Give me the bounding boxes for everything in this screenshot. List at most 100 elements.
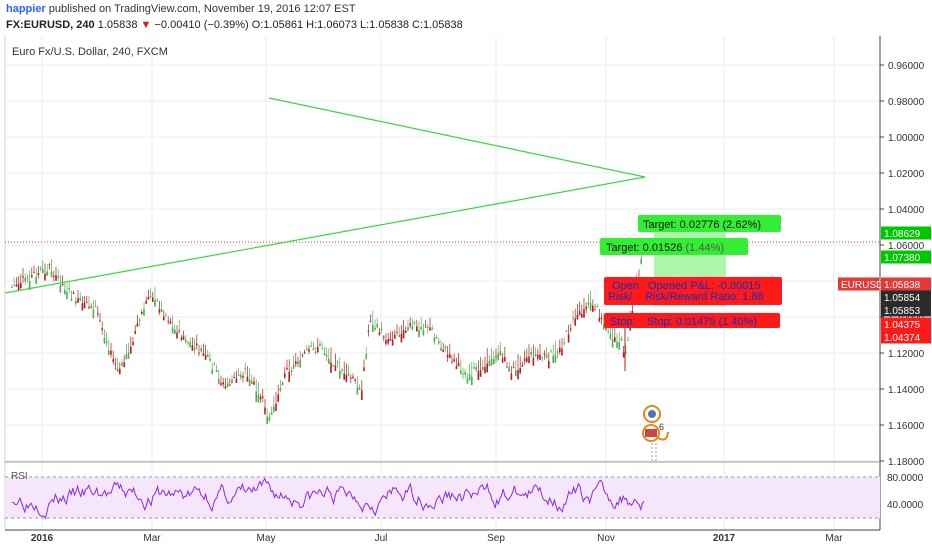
candle-body	[420, 327, 422, 330]
candle-body	[627, 339, 629, 341]
rsi-tick-80: 80.0000	[887, 473, 924, 484]
price-label: 1.08629	[884, 229, 921, 240]
candle-body	[237, 374, 240, 377]
candle-body	[299, 359, 301, 368]
candle-body	[389, 339, 392, 341]
x-tick-label: Jul	[375, 533, 388, 544]
candle-body	[325, 354, 328, 357]
candle-body	[416, 326, 418, 332]
target-label-2-pct: (1.44%)	[686, 242, 725, 254]
candle-body	[473, 367, 475, 369]
x-tick-label: Mar	[143, 533, 161, 544]
candle-body	[554, 354, 557, 363]
candle-body	[180, 337, 183, 340]
candle-body	[83, 302, 86, 309]
candle-body	[462, 373, 464, 375]
candle-body	[339, 370, 341, 379]
price-label-box	[881, 303, 931, 317]
publish-info: happier published on TradingView.com, No…	[6, 3, 356, 15]
candle-body	[442, 349, 444, 353]
candle-body	[330, 362, 332, 373]
stop-label-ghost: Stop:	[610, 316, 636, 328]
candle-body	[22, 276, 24, 278]
price-chart[interactable]: Euro Fx/U.S. Dollar, 240, FXCM Target: 0…	[0, 36, 932, 550]
y-tick-label: 0.96000	[888, 61, 925, 72]
candle-body	[440, 347, 442, 351]
y-tick-label: 1.16000	[888, 421, 925, 432]
triangle-upper-trendline[interactable]	[268, 97, 646, 178]
candle-body	[609, 333, 612, 340]
position-tool[interactable]: Target: 0.02776 (2.62%) Target: 0.01526 …	[600, 215, 782, 328]
candle-body	[519, 367, 521, 374]
x-tick-label: Mar	[825, 533, 843, 544]
candle-body	[75, 300, 77, 304]
candle-body	[422, 329, 425, 336]
candle-body	[141, 311, 143, 314]
candle-body	[28, 281, 31, 290]
target-label-2: Target: 0.01526 (1.44%)	[606, 242, 724, 254]
candle-body	[185, 339, 187, 343]
candle-body	[438, 341, 440, 344]
open-value: O:1.05861	[251, 19, 304, 31]
triangle-lower-trendline[interactable]	[4, 176, 646, 294]
candle-body	[15, 284, 18, 287]
candle-body	[352, 376, 354, 379]
candle-body	[125, 354, 128, 360]
time-axis-ticks: 2016 Mar May Jul Sep Nov 2017 Mar	[31, 533, 843, 544]
candle-body	[97, 313, 99, 315]
candle-body	[220, 383, 222, 386]
candle-body	[57, 276, 59, 279]
candle-body	[317, 346, 319, 353]
target-label-1-box	[638, 215, 781, 232]
rsi-band	[5, 477, 880, 518]
candle-body	[176, 332, 178, 339]
candle-body	[182, 336, 185, 340]
candle-body	[163, 316, 165, 321]
candle-body	[295, 361, 297, 365]
candle-body	[292, 364, 295, 369]
candle-body	[17, 284, 20, 291]
candle-body	[72, 292, 75, 294]
candle-body	[400, 333, 403, 343]
rsi-pane: RSI 80.0000 40.0000	[5, 471, 924, 520]
y-tick-label: 1.02000	[888, 169, 925, 180]
candle-body	[33, 272, 35, 274]
candle-body	[570, 328, 572, 330]
event-count-badge: 6	[659, 422, 664, 432]
candle-body	[528, 356, 530, 364]
candle-body	[640, 258, 642, 264]
event-markers[interactable]: 6	[642, 405, 669, 462]
candle-body	[534, 354, 537, 356]
candle-body	[545, 354, 548, 359]
candle-body	[42, 268, 44, 273]
symbol-label: FX:EURUSD, 240	[6, 19, 95, 31]
candle-body	[521, 365, 524, 367]
candle-body	[622, 352, 625, 358]
candle-body	[380, 328, 383, 331]
candle-body	[607, 331, 609, 333]
candle-body	[165, 315, 167, 317]
candle-body	[152, 297, 154, 302]
candle-body	[273, 406, 275, 413]
y-tick-label: 1.18000	[888, 457, 925, 468]
candle-body	[68, 288, 70, 290]
candle-body	[187, 342, 189, 344]
price-label: 1.07380	[884, 253, 921, 264]
candle-body	[306, 348, 308, 350]
publisher-username[interactable]: happier	[6, 3, 46, 15]
candle-body	[101, 328, 103, 330]
flag-icon	[645, 429, 657, 437]
candle-body	[209, 358, 211, 361]
candle-body	[541, 357, 543, 359]
candle-body	[455, 366, 458, 370]
target-label-1: Target: 0.02776 (2.62%)	[643, 219, 761, 231]
candle-body	[413, 322, 416, 324]
candle-body	[20, 282, 22, 289]
candle-body	[572, 317, 574, 319]
candle-body	[46, 271, 48, 276]
candle-body	[138, 319, 141, 321]
price-axis-ticks: 1.180001.160001.140001.120001.100001.080…	[880, 61, 925, 468]
candle-body	[224, 386, 227, 389]
candle-body	[103, 337, 106, 344]
candle-body	[253, 381, 255, 385]
